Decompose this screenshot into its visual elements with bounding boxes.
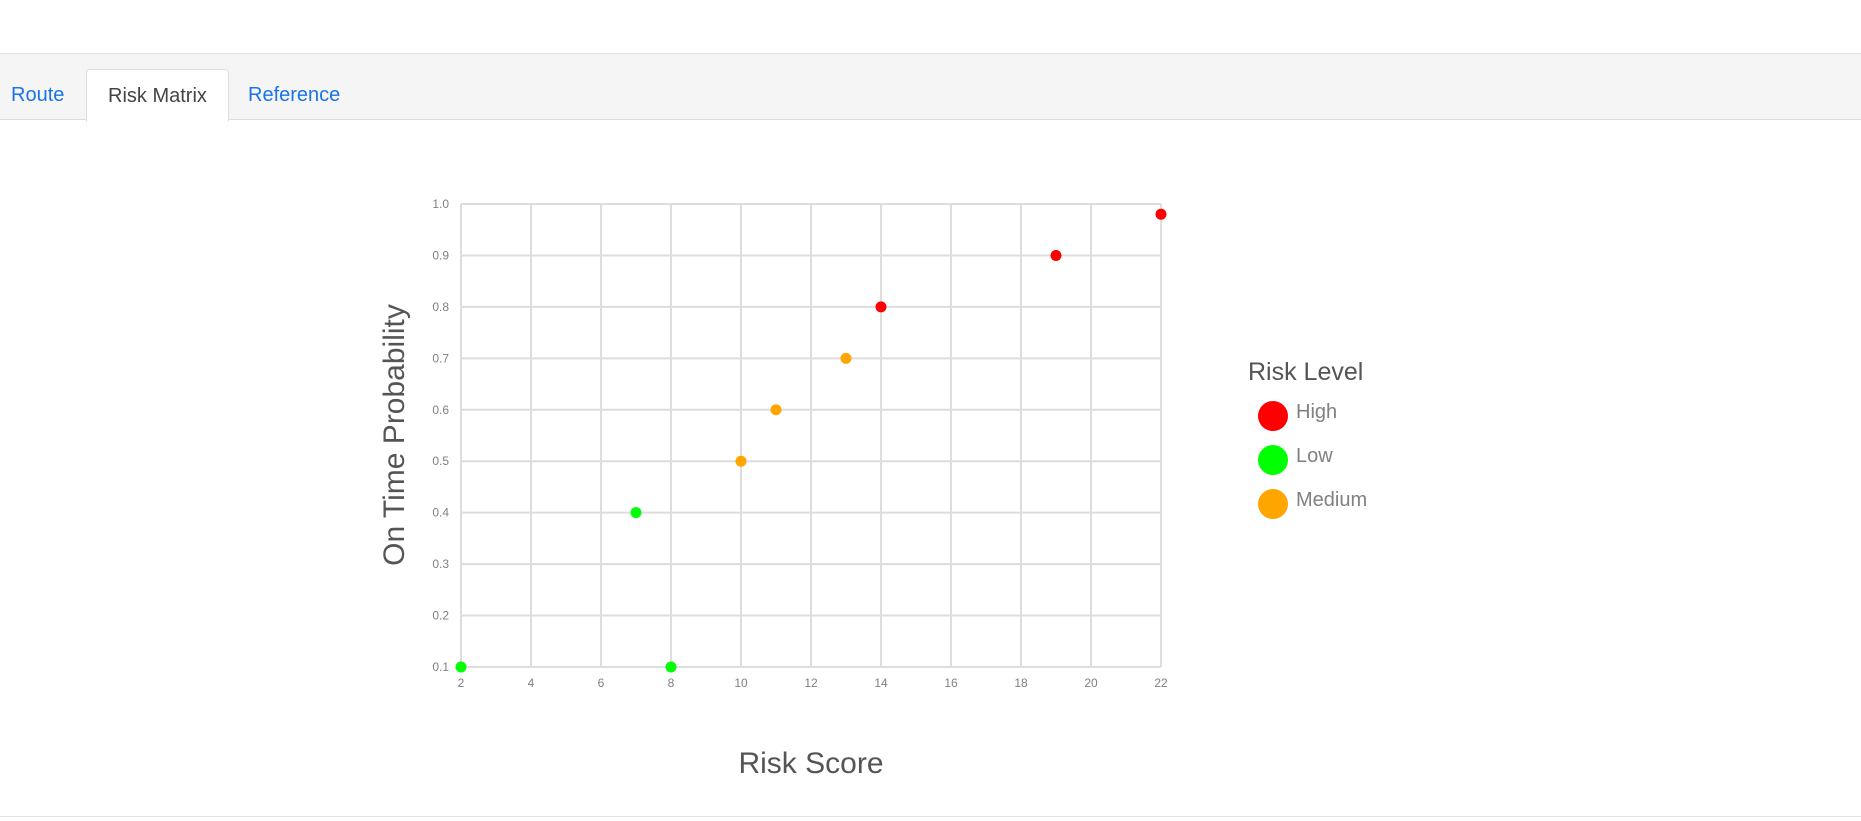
y-tick-label: 1.0 — [432, 197, 449, 211]
y-tick-label: 0.4 — [432, 506, 449, 520]
y-tick-label: 0.3 — [432, 557, 449, 571]
tab-risk-matrix[interactable]: Risk Matrix — [86, 69, 229, 122]
x-tick-label: 10 — [734, 676, 748, 690]
data-point-high[interactable] — [1155, 208, 1167, 220]
y-axis-title: On Time Probability — [378, 304, 411, 566]
data-point-high[interactable] — [875, 301, 887, 313]
x-tick-labels: 2 4 6 8 10 12 14 16 18 20 22 — [458, 676, 1168, 690]
data-point-high[interactable] — [1050, 249, 1062, 261]
x-tick-label: 8 — [668, 676, 675, 690]
data-point-medium[interactable] — [770, 404, 782, 416]
x-tick-label: 2 — [458, 676, 465, 690]
y-tick-label: 0.7 — [432, 351, 449, 365]
legend-label-medium[interactable]: Medium — [1296, 489, 1367, 511]
y-tick-label: 0.2 — [432, 609, 449, 623]
y-tick-label: 0.6 — [432, 403, 449, 417]
y-tick-label: 0.9 — [432, 248, 449, 262]
y-tick-labels: 0.1 0.2 0.3 0.4 0.5 0.6 0.7 0.8 0.9 1.0 — [432, 197, 449, 674]
x-axis-title: Risk Score — [738, 747, 883, 780]
legend-label-low[interactable]: Low — [1296, 445, 1333, 467]
data-point-medium[interactable] — [840, 352, 852, 364]
x-tick-label: 22 — [1154, 676, 1168, 690]
x-tick-label: 20 — [1084, 676, 1098, 690]
y-tick-label: 0.5 — [432, 454, 449, 468]
x-tick-label: 18 — [1014, 676, 1028, 690]
legend-title: Risk Level — [1248, 358, 1363, 386]
tab-route[interactable]: Route — [11, 84, 65, 106]
data-points — [455, 208, 1167, 673]
legend-label-high[interactable]: High — [1296, 401, 1337, 423]
y-tick-label: 0.8 — [432, 300, 449, 314]
data-point-medium[interactable] — [735, 455, 747, 467]
x-tick-label: 4 — [528, 676, 535, 690]
tab-bar: Route Risk Matrix Reference — [0, 53, 1861, 122]
legend-swatch-low[interactable] — [1258, 445, 1288, 475]
legend-swatch-high[interactable] — [1258, 401, 1288, 431]
legend-swatch-medium[interactable] — [1258, 489, 1288, 519]
x-tick-label: 14 — [874, 676, 888, 690]
x-tick-label: 12 — [804, 676, 818, 690]
bottom-divider — [0, 816, 1861, 817]
x-tick-label: 16 — [944, 676, 958, 690]
legend: Risk Level High Low Medium — [1248, 358, 1367, 519]
x-tick-label: 6 — [598, 676, 605, 690]
chart-grid — [460, 203, 1162, 668]
data-point-low[interactable] — [455, 661, 467, 673]
y-tick-label: 0.1 — [432, 660, 449, 674]
tab-reference[interactable]: Reference — [248, 84, 341, 106]
data-point-low[interactable] — [665, 661, 677, 673]
data-point-low[interactable] — [630, 507, 642, 519]
